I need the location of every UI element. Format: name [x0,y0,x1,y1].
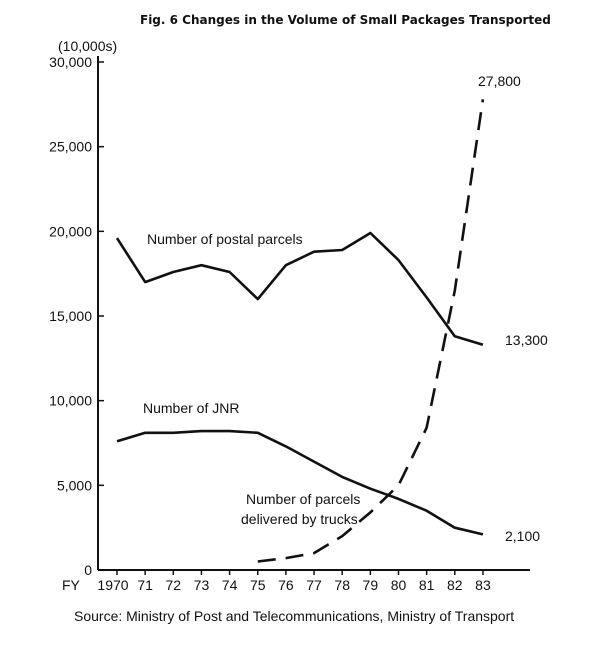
x-tick-label: 83 [475,577,491,593]
end-label-postal-parcels: 13,300 [505,332,548,348]
y-tick-label: 25,000 [49,139,92,155]
x-tick-label: 75 [250,577,266,593]
series-line-jnr [116,429,484,536]
x-tick-label: 80 [391,577,407,593]
y-tick-label: 15,000 [49,308,92,324]
x-tick-label: 1970 [97,577,128,593]
series-label-trucks-line2: delivered by trucks [241,511,358,527]
chart-title: Fig. 6 Changes in the Volume of Small Pa… [140,13,551,27]
x-tick-label: 76 [278,577,294,593]
x-axis-prefix: FY [62,577,81,593]
series-label-trucks-line1: Number of parcels [246,491,360,507]
y-ticks: 0 5,000 10,000 15,000 20,000 25,000 30,000 [49,54,104,578]
series-label-postal-parcels: Number of postal parcels [147,231,303,247]
series-line-truck-parcels [257,99,485,563]
y-tick-label: 5,000 [57,477,92,493]
x-tick-label: 79 [363,577,379,593]
x-tick-label: 71 [137,577,153,593]
x-tick-label: 73 [194,577,210,593]
y-tick-label: 10,000 [49,393,92,409]
x-tick-label: 72 [166,577,182,593]
x-tick-label: 81 [419,577,435,593]
y-tick-label: 0 [84,562,92,578]
x-tick-label: 78 [334,577,350,593]
y-tick-label: 30,000 [49,54,92,70]
series-label-jnr: Number of JNR [143,400,239,416]
x-ticks: 1970 71 72 73 74 75 76 77 78 79 80 81 82 83 [97,570,491,593]
y-axis-unit-label: (10,000s) [58,38,117,54]
y-tick-label: 20,000 [49,223,92,239]
series-line-postal-parcels [115,231,484,347]
end-label-jnr: 2,100 [505,528,540,544]
source-note: Source: Ministry of Post and Telecommuni… [74,608,514,624]
x-tick-label: 74 [222,577,238,593]
x-tick-label: 82 [447,577,463,593]
end-label-trucks: 27,800 [478,73,521,89]
x-tick-label: 77 [306,577,322,593]
